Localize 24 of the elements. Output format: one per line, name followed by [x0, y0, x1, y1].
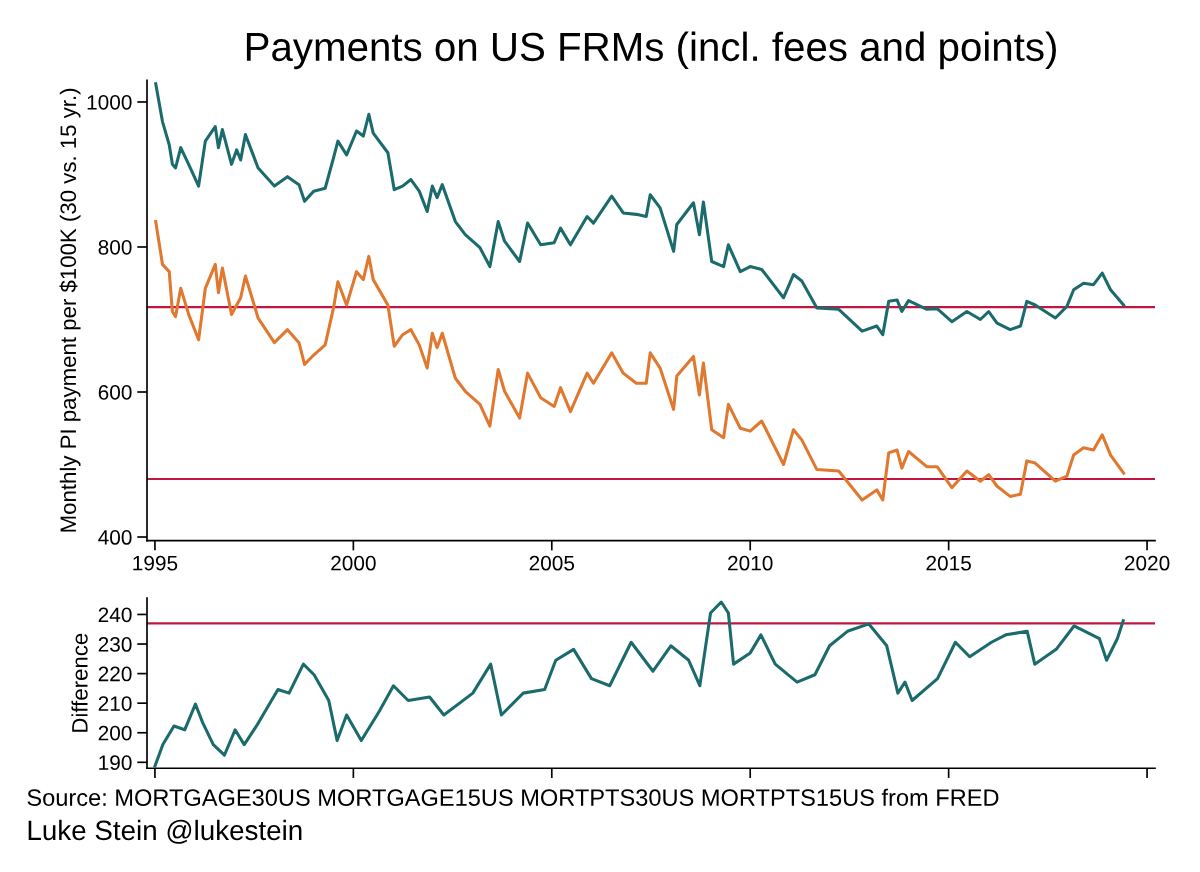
y-tick-label: 220	[98, 666, 132, 682]
y-tick-label: 800	[98, 239, 132, 255]
y-axis-title: Difference	[71, 633, 88, 732]
x-tick-label: 2020	[1124, 555, 1170, 571]
y-tick-label: 600	[98, 385, 132, 400]
y-tick-label: 190	[99, 755, 132, 771]
x-tick-label: 2005	[529, 555, 575, 571]
chart-title: Payments on US FRMs (incl. fees and points)	[246, 31, 1056, 70]
x-tick-label: 2010	[728, 555, 773, 571]
x-tick-label: 2000	[331, 555, 376, 571]
y-tick-label: 230	[98, 637, 132, 652]
source-note: Source: MORTGAGE30US MORTGAGE15US MORTPTS30US MORTPTS15US from FRED	[27, 788, 999, 806]
y-tick-label: 210	[98, 696, 132, 711]
line-series	[153, 600, 1125, 768]
y-tick-label: 400	[98, 530, 132, 545]
line-series	[154, 220, 1126, 502]
text: Luke Stein @lukestein	[28, 819, 302, 844]
y-tick-label: 200	[98, 725, 132, 741]
y-tick-label: 1000	[87, 94, 132, 110]
y-tick-label: 240	[98, 607, 132, 623]
x-tick-label: 2015	[926, 555, 971, 571]
line-series	[154, 82, 1126, 337]
x-tick-label: 1995	[133, 555, 178, 571]
y-axis-title: Monthly PI payment per $100K (30 vs. 15 yr.)	[59, 88, 81, 532]
